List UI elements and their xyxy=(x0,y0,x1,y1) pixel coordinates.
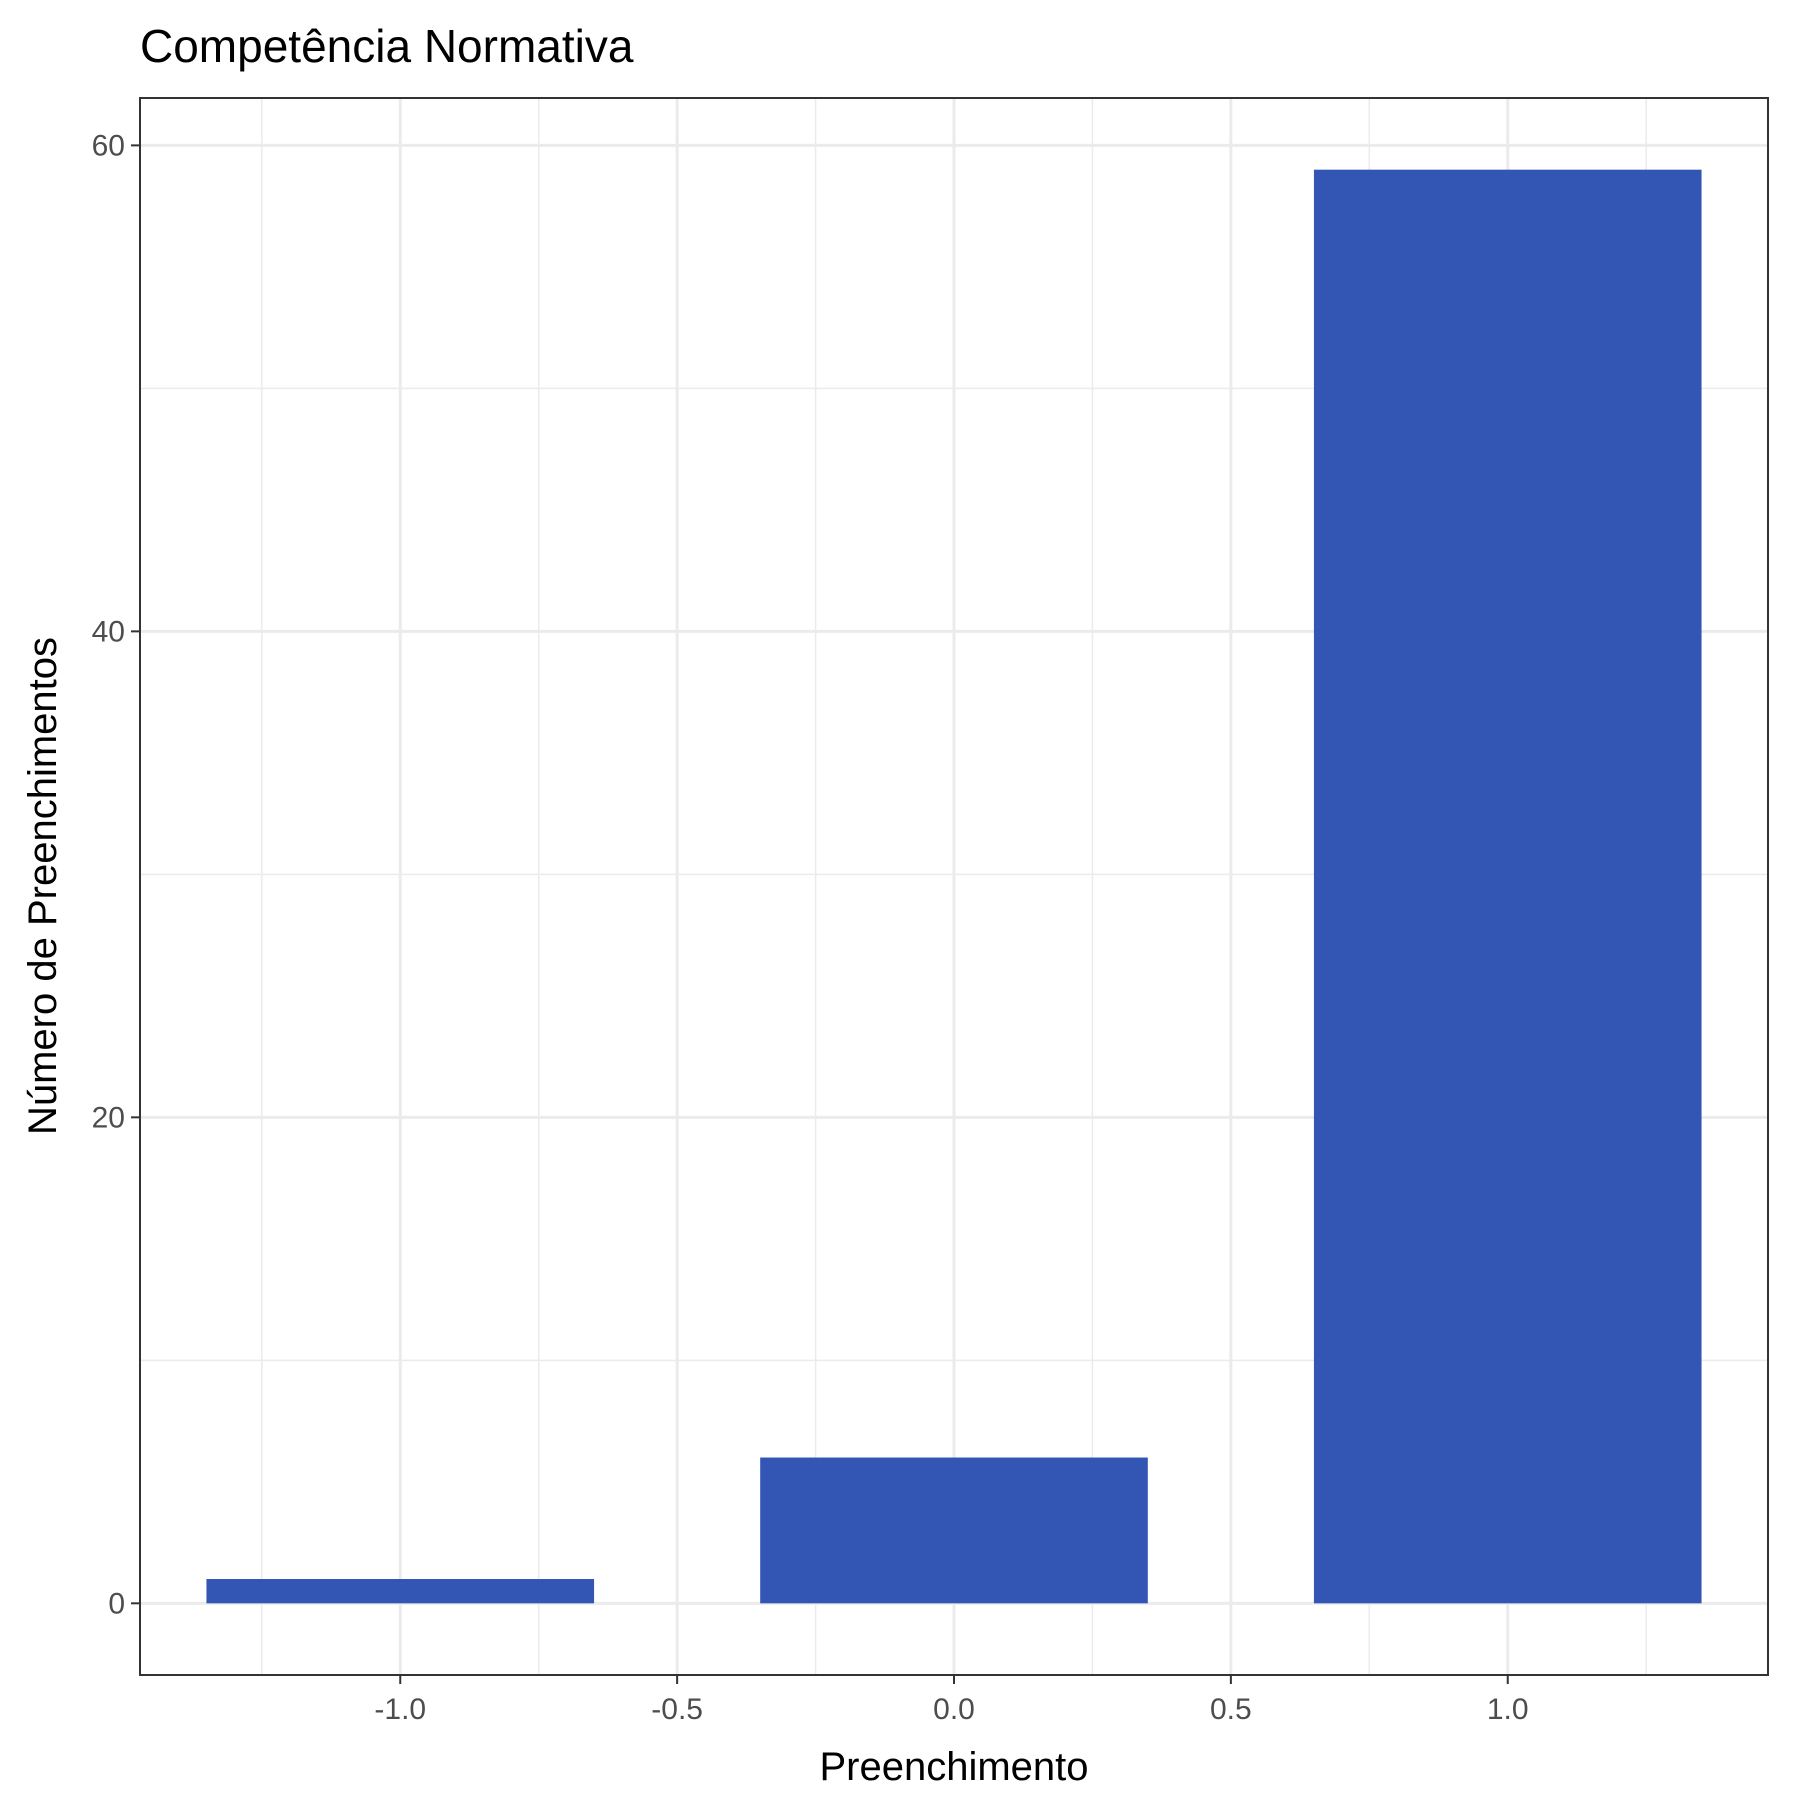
x-tick-label: 0.0 xyxy=(933,1693,975,1726)
x-axis: -1.0 -0.5 0.0 0.5 1.0 xyxy=(374,1675,1529,1726)
x-tick-label: 1.0 xyxy=(1487,1693,1529,1726)
chart-title: Competência Normativa xyxy=(140,20,634,72)
bars xyxy=(206,169,1702,1604)
bar xyxy=(1313,169,1702,1604)
y-axis-title: Número de Preenchimentos xyxy=(21,637,65,1135)
bar xyxy=(206,1579,595,1604)
x-tick-label: -0.5 xyxy=(651,1693,703,1726)
y-tick-label: 0 xyxy=(108,1587,125,1620)
y-tick-label: 60 xyxy=(92,129,125,162)
y-tick-label: 40 xyxy=(92,615,125,648)
x-tick-label: -1.0 xyxy=(374,1693,426,1726)
y-tick-label: 20 xyxy=(92,1101,125,1134)
x-axis-title: Preenchimento xyxy=(819,1745,1088,1789)
bar xyxy=(760,1457,1148,1604)
y-axis: 0 20 40 60 xyxy=(92,129,140,1620)
x-tick-label: 0.5 xyxy=(1210,1693,1252,1726)
